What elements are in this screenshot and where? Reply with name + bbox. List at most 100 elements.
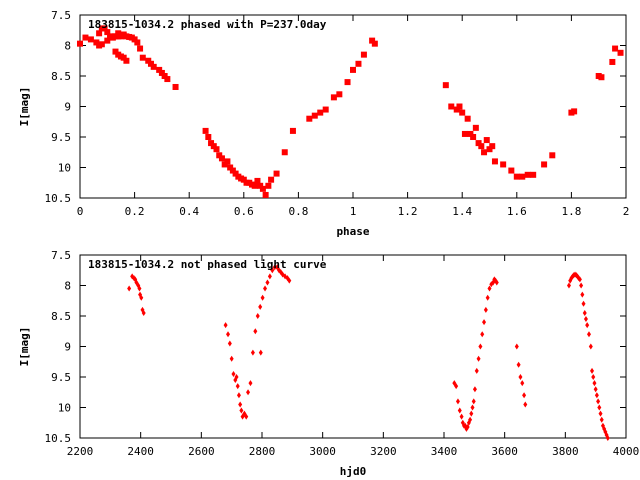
data-point (617, 49, 624, 56)
data-point (239, 407, 244, 414)
unphased-x-axis-label: hjd0 (340, 465, 367, 478)
data-point (87, 36, 94, 43)
x-tick-label: 0.2 (125, 205, 145, 218)
data-point (577, 276, 582, 283)
data-point (317, 109, 324, 116)
data-point (355, 60, 362, 67)
data-point (232, 170, 239, 177)
data-point (612, 45, 619, 52)
x-tick-label: 1 (350, 205, 357, 218)
data-point (593, 386, 598, 393)
unphased-panel: 7.5 8 8.5 9 9.5 10 10.5 2200 2400 2600 2800 3000 32… (18, 249, 639, 478)
data-point (330, 94, 337, 101)
data-point (224, 158, 231, 165)
data-point (586, 331, 591, 338)
unphased-chart-title: 183815-1034.2 not phased light curve (88, 258, 327, 271)
data-point (258, 349, 263, 356)
data-point (98, 41, 105, 48)
data-point (223, 322, 228, 329)
data-point (172, 83, 179, 90)
data-point (77, 40, 83, 47)
x-tick-label: 0 (77, 205, 84, 218)
y-tick-label: 9.5 (51, 371, 71, 384)
data-point (311, 112, 318, 119)
data-point (472, 386, 477, 393)
data-point (208, 140, 215, 147)
data-point (583, 316, 588, 323)
x-tick-label: 2400 (127, 445, 154, 458)
data-point (251, 182, 258, 189)
y-tick-label: 8 (64, 280, 71, 293)
data-point (483, 306, 488, 313)
data-point (491, 158, 498, 165)
unphased-x-ticks: 2200 2400 2600 2800 3000 3200 3400 3600 3800 4000 (67, 255, 639, 458)
data-point (494, 279, 499, 286)
data-point (489, 143, 496, 150)
data-point (516, 361, 521, 368)
data-point (459, 109, 466, 116)
x-tick-label: 0.8 (288, 205, 308, 218)
data-point (202, 127, 209, 134)
data-point (205, 134, 212, 140)
data-point (112, 48, 119, 55)
data-point (472, 124, 479, 131)
unphased-y-ticks: 7.5 8 8.5 9 9.5 10 10.5 (45, 249, 626, 445)
data-point (596, 398, 601, 405)
data-point (478, 343, 483, 350)
data-point (588, 343, 593, 350)
data-point (467, 130, 474, 137)
data-point (137, 285, 142, 292)
data-point (287, 277, 292, 284)
data-point (137, 45, 144, 52)
data-point (591, 374, 596, 380)
data-point (530, 171, 537, 178)
data-point (234, 374, 239, 380)
data-point (120, 31, 127, 38)
data-point (522, 392, 527, 399)
data-point (513, 173, 520, 180)
data-point (248, 380, 253, 387)
data-point (164, 76, 171, 83)
data-point (257, 182, 264, 189)
data-point (470, 134, 477, 140)
x-tick-label: 3400 (431, 445, 458, 458)
data-point (229, 355, 234, 362)
data-point (231, 370, 236, 377)
data-point (260, 294, 265, 301)
x-tick-label: 3800 (552, 445, 579, 458)
data-point (263, 285, 268, 292)
data-point (244, 413, 249, 420)
y-tick-label: 10 (58, 402, 71, 415)
data-point (582, 309, 587, 316)
data-point (541, 161, 548, 168)
data-point (475, 140, 482, 147)
y-tick-label: 8.5 (51, 310, 71, 323)
data-point (482, 319, 487, 326)
y-tick-label: 9.5 (51, 131, 71, 144)
phased-y-axis-label: I[mag] (18, 87, 31, 127)
x-tick-label: 2600 (188, 445, 215, 458)
data-point (456, 103, 463, 110)
data-point (150, 63, 157, 70)
data-point (470, 404, 475, 411)
data-point (96, 30, 103, 37)
data-point (471, 398, 476, 405)
data-point (369, 37, 376, 44)
data-point (585, 322, 590, 329)
data-point (120, 54, 127, 61)
data-point (518, 374, 523, 380)
data-point (549, 152, 556, 159)
data-point (236, 392, 241, 399)
data-point (469, 410, 474, 417)
y-tick-label: 9 (64, 341, 71, 354)
data-point (483, 137, 490, 144)
data-point (262, 191, 269, 198)
data-point (268, 176, 275, 183)
data-point (258, 303, 263, 310)
data-point (580, 291, 585, 298)
x-tick-label: 2200 (67, 445, 94, 458)
data-point (141, 309, 146, 316)
data-point (101, 25, 108, 32)
data-point (519, 173, 526, 180)
data-point (581, 300, 586, 307)
